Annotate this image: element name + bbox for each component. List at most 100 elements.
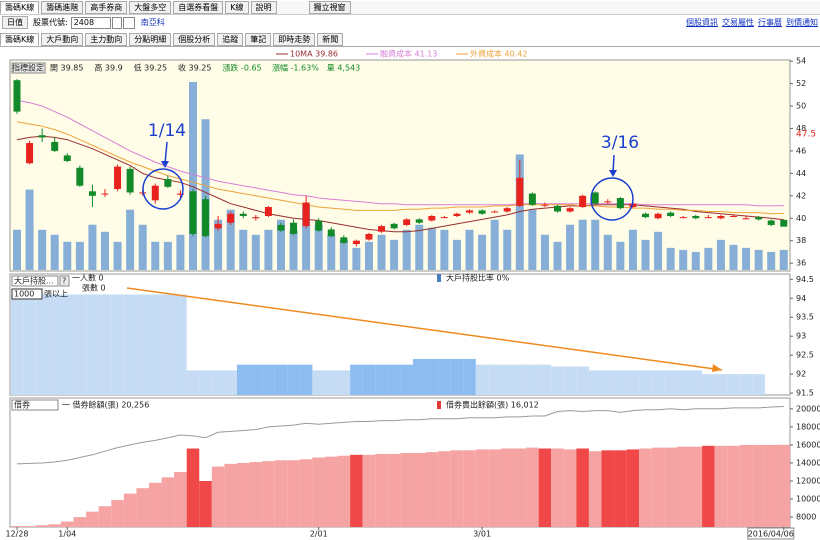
volume-bar (402, 229, 411, 270)
y-tick-label: 46 (796, 146, 806, 155)
holder-bar (312, 370, 325, 395)
holder-bar (375, 364, 388, 395)
holder-bar (161, 294, 175, 395)
holder-bar (538, 364, 552, 395)
volume-bar (390, 239, 399, 270)
top-tab[interactable]: 說明 (250, 1, 277, 14)
volume-bar (176, 234, 185, 270)
x-tick-label: 12/28 (5, 530, 28, 539)
margin-bar (450, 450, 464, 527)
tab[interactable]: 即時走勢 (273, 33, 316, 46)
holder-bar (86, 294, 99, 395)
dropdown[interactable] (111, 16, 122, 29)
mode-button[interactable]: 日值 (2, 16, 28, 29)
volume-bar (126, 209, 135, 270)
tab[interactable]: 籌碼K線 (0, 33, 40, 46)
candle-body (101, 193, 109, 195)
top-tab[interactable]: 大盤多空 (129, 1, 172, 14)
candle-body (579, 195, 587, 208)
tab[interactable]: 分點明細 (129, 33, 172, 46)
holder-bar (98, 294, 112, 395)
top-tab[interactable]: 籌碼進階 (41, 1, 84, 14)
search-button[interactable] (122, 16, 135, 29)
candle-body (239, 213, 247, 217)
candle-body (38, 135, 46, 138)
candle-body (378, 226, 386, 232)
margin-bar (199, 480, 212, 527)
y-tick-label: 38 (796, 236, 806, 245)
candle-body (51, 141, 59, 151)
y-tick-label: 42 (796, 191, 806, 200)
margin-bar (337, 455, 351, 527)
volume-bar (478, 234, 487, 270)
link[interactable]: 到價通知 (786, 18, 818, 27)
candle-body (554, 205, 562, 212)
quote-info: 量 4,543 (327, 64, 360, 73)
control-label: 大戶持股... (14, 276, 54, 286)
control[interactable] (59, 275, 70, 287)
holder-bar (551, 366, 564, 395)
tab[interactable]: 筆記 (245, 33, 272, 46)
candle-body (63, 155, 71, 162)
holder-bar (450, 358, 464, 395)
margin-bar (500, 448, 514, 527)
margin-bar (676, 446, 690, 527)
link[interactable]: 交易屬性 (722, 18, 754, 27)
tab[interactable]: 個股分析 (173, 33, 216, 46)
annotation: 1/14 (148, 121, 186, 141)
top-tab[interactable]: 籌碼K線 (0, 1, 40, 14)
tab[interactable]: 追蹤 (217, 33, 244, 46)
stock-input[interactable]: 2408 (70, 16, 111, 29)
tab[interactable]: 大戶動向 (41, 33, 84, 46)
legend-label: 外資成本 40.42 (470, 49, 527, 59)
candle-body (290, 222, 298, 234)
margin-bar (136, 488, 149, 527)
candle-body (478, 210, 486, 214)
volume-bar (214, 219, 223, 270)
margin-bar (752, 444, 765, 527)
control-label: 借券 (14, 400, 30, 410)
top-tab[interactable]: K線 (225, 1, 249, 14)
holder-bar (23, 294, 36, 395)
candle-body (604, 201, 612, 203)
top-tab[interactable]: 自選券看盤 (173, 1, 224, 14)
volume-bar (691, 251, 700, 270)
margin-bar (538, 448, 552, 527)
holder-bar (438, 358, 451, 395)
holder-bar (111, 294, 124, 395)
control[interactable] (11, 275, 59, 287)
candle-body (679, 217, 687, 219)
margin-bar (614, 450, 627, 527)
holder-bar (526, 364, 539, 395)
margin-bar (400, 453, 413, 527)
quote-info: 開 39.85 (50, 64, 83, 73)
quote-info: 低 39.25 (134, 63, 167, 73)
candle-body (403, 219, 411, 225)
control[interactable] (11, 288, 43, 300)
price-chart: 36 38 40 42 44 46 48 50 52 54 10MA 39.86 融資成本 41.13… (5, 49, 816, 540)
volume-bar (578, 219, 587, 270)
link[interactable]: 行事曆 (758, 18, 782, 27)
margin-bar (727, 445, 740, 527)
tab[interactable]: 新聞 (317, 33, 344, 46)
window-button[interactable]: 獨立視窗 (308, 1, 351, 14)
tab[interactable]: 主力動向 (85, 33, 128, 46)
link[interactable]: 個股資訊 (686, 18, 718, 27)
top-tab[interactable]: 高手券商 (85, 1, 128, 14)
margin-bar (438, 451, 451, 527)
volume-bar (314, 224, 323, 270)
candle-body (466, 210, 474, 213)
margin-bar (148, 482, 162, 527)
holder-bar (563, 366, 577, 395)
candle-body (340, 237, 348, 243)
holder-bar (689, 370, 703, 395)
highlight-circle (142, 168, 184, 210)
candle-body (516, 177, 524, 206)
volume-bar (616, 241, 625, 270)
arrow-head (609, 170, 617, 177)
margin-bar (777, 444, 791, 527)
settings-button[interactable] (11, 62, 46, 74)
control[interactable] (11, 399, 59, 411)
